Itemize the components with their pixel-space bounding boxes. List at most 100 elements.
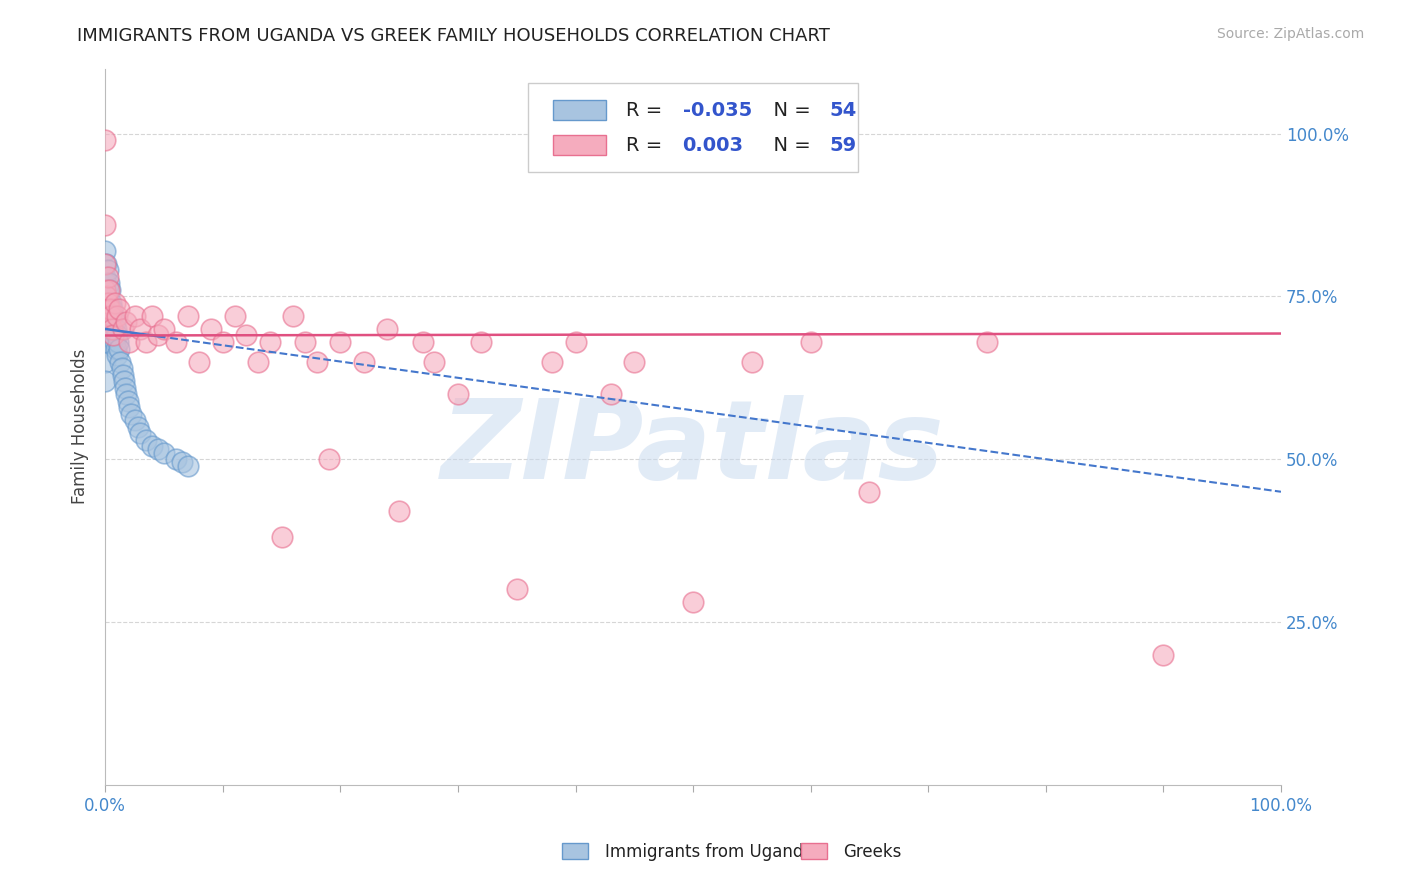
Text: R =: R = (626, 101, 669, 120)
Text: Greeks: Greeks (844, 843, 903, 861)
Text: N =: N = (761, 136, 817, 154)
Point (100, 315, 122, 329)
Point (108, 302, 131, 317)
Point (165, 334, 187, 349)
Point (564, 334, 586, 349)
Point (800, 334, 823, 349)
Point (108, 342, 131, 356)
Point (94, 374, 117, 388)
Point (94, 302, 117, 317)
Point (97, 296, 120, 310)
Point (135, 334, 157, 349)
Point (188, 354, 211, 368)
Point (96, 296, 118, 310)
Point (599, 387, 621, 401)
Text: 59: 59 (830, 136, 856, 154)
Point (270, 530, 292, 544)
Point (100, 296, 122, 310)
Point (94, 354, 117, 368)
Point (94, 218, 117, 232)
Point (111, 361, 134, 376)
Point (294, 334, 316, 349)
Point (110, 354, 132, 368)
Point (388, 504, 411, 518)
Point (259, 334, 281, 349)
Point (97, 269, 120, 284)
Point (146, 442, 169, 457)
Point (470, 334, 492, 349)
Point (1152, 648, 1174, 662)
Point (112, 374, 135, 388)
Point (623, 354, 645, 368)
Point (141, 309, 163, 323)
Point (94, 283, 117, 297)
Point (97, 283, 120, 297)
Point (129, 426, 152, 441)
Point (104, 342, 127, 356)
Point (103, 328, 125, 343)
Text: Source: ZipAtlas.com: Source: ZipAtlas.com (1216, 27, 1364, 41)
Point (98, 302, 121, 317)
Point (96, 334, 118, 349)
Point (211, 334, 233, 349)
Point (682, 595, 704, 609)
FancyBboxPatch shape (529, 83, 858, 172)
Point (97, 296, 120, 310)
Point (858, 484, 880, 499)
Point (97, 302, 120, 317)
Point (94, 334, 117, 349)
Point (94, 257, 117, 271)
Point (104, 315, 127, 329)
Point (412, 334, 434, 349)
Point (224, 309, 246, 323)
Point (114, 380, 136, 394)
Point (141, 439, 163, 453)
Point (100, 309, 122, 323)
Point (111, 322, 134, 336)
Point (153, 445, 176, 459)
Point (96, 315, 118, 329)
Point (976, 334, 998, 349)
Point (94, 289, 117, 303)
Y-axis label: Family Households: Family Households (72, 349, 89, 504)
Point (96, 289, 118, 303)
Point (103, 328, 125, 343)
Point (541, 354, 564, 368)
Point (135, 433, 157, 447)
Point (101, 322, 124, 336)
Point (200, 322, 222, 336)
Point (329, 334, 352, 349)
Point (94, 133, 117, 147)
Point (118, 400, 141, 414)
Point (96, 257, 118, 271)
Point (96, 309, 118, 323)
Point (104, 334, 127, 349)
Point (105, 348, 128, 362)
Point (176, 458, 198, 473)
Point (447, 387, 470, 401)
Point (120, 407, 142, 421)
Point (98, 322, 121, 336)
Point (107, 334, 129, 349)
Point (94, 309, 117, 323)
Point (104, 296, 127, 310)
Point (305, 354, 328, 368)
Point (129, 322, 152, 336)
Point (176, 309, 198, 323)
Point (115, 315, 138, 329)
Point (247, 354, 270, 368)
FancyBboxPatch shape (553, 100, 606, 120)
Point (97, 283, 120, 297)
Point (283, 309, 305, 323)
Point (118, 334, 141, 349)
Point (98, 283, 121, 297)
Point (111, 368, 134, 382)
Text: 0.003: 0.003 (682, 136, 744, 154)
Point (153, 322, 176, 336)
Point (353, 354, 375, 368)
Point (165, 452, 187, 467)
Point (105, 328, 128, 343)
Point (94, 269, 117, 284)
Text: Immigrants from Uganda: Immigrants from Uganda (605, 843, 813, 861)
Point (235, 328, 257, 343)
